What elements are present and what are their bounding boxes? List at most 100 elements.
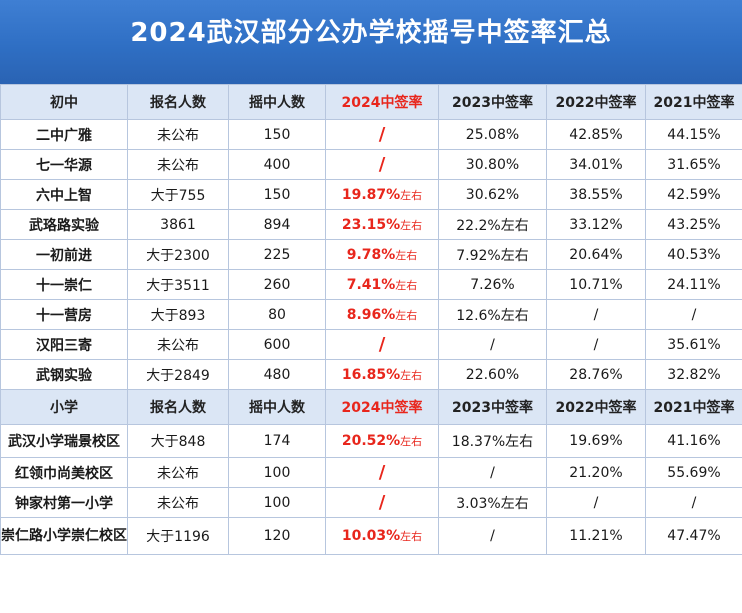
drawn-cell: 100 (228, 457, 326, 488)
rate-2021-header: 2021中签率 (645, 389, 742, 425)
rate-2024-header: 2024中签率 (325, 84, 439, 120)
title-banner: 2024武汉部分公办学校摇号中签率汇总 (0, 0, 742, 84)
table-row: 崇仁路小学崇仁校区 大于1196 120 10.03%左右/11.21% 47.47% (0, 517, 742, 555)
rate-2023-cell: 7.92%左右 (438, 239, 547, 270)
rate-2024-value: 9.78% (346, 246, 396, 263)
rate-2024-value: / (378, 334, 386, 355)
table-row: 汉阳三寄 未公布 600///35.61% (0, 329, 742, 360)
section-header: 小学 (0, 389, 128, 425)
rate-2022-cell: 42.85% (546, 119, 646, 150)
rate-2024-cell: 19.87%左右 (325, 179, 439, 210)
drawn-cell: 894 (228, 209, 326, 240)
applicants-cell: 未公布 (127, 119, 229, 150)
rate-2022-cell: 33.12% (546, 209, 646, 240)
rate-2024-cell: 9.78%左右 (325, 239, 439, 270)
rate-2024-cell: / (325, 487, 439, 518)
table-row: 武汉小学瑞景校区 大于848 174 20.52%左右 18.37%左右 19.69% 41… (0, 424, 742, 458)
drawn-cell: 600 (228, 329, 326, 360)
middle-header-row: 初中 报名人数 摇中人数 2024中签率 2023中签率 2022中签率 2021中签率 (0, 84, 742, 120)
table-row: 二中广雅 未公布 150 / 25.08% 42.85% 44.15% (0, 119, 742, 150)
table-row: 红领巾尚美校区 未公布 100//21.20% 55.69% (0, 457, 742, 488)
rate-2023-cell: 7.26% (438, 269, 547, 300)
rate-2022-cell: 20.64% (546, 239, 646, 270)
table-row: 武珞路实验 3861 894 23.15%左右 22.2%左右 33.12% 43.25% (0, 209, 742, 240)
applicants-cell: 大于2300 (127, 239, 229, 270)
rate-2023-cell: 22.60% (438, 359, 547, 390)
rate-2022-cell: 34.01% (546, 149, 646, 180)
rate-2023-cell: 18.37%左右 (438, 424, 547, 458)
rate-2024-value: 23.15% (341, 216, 401, 233)
rate-2022-cell: 21.20% (546, 457, 646, 488)
rate-2021-cell: 32.82% (645, 359, 742, 390)
school-name-cell: 汉阳三寄 (0, 329, 128, 360)
drawn-header: 摇中人数 (228, 84, 326, 120)
school-name-cell: 钟家村第一小学 (0, 487, 128, 518)
rate-2021-cell: 31.65% (645, 149, 742, 180)
rate-2023-cell: 25.08% (438, 119, 547, 150)
drawn-cell: 174 (228, 424, 326, 458)
applicants-cell: 大于1196 (127, 517, 229, 555)
rate-2022-cell: 10.71% (546, 269, 646, 300)
rate-2024-cell: 20.52%左右 (325, 424, 439, 458)
table-row: 武钢实验 大于2849 480 16.85%左右 22.60% 28.76% 32.82% (0, 359, 742, 390)
table-row: 十一崇仁 大于3511 260 7.41%左右 7.26% 10.71% 24.11% (0, 269, 742, 300)
rate-2021-cell: 47.47% (645, 517, 742, 555)
school-name-cell: 二中广雅 (0, 119, 128, 150)
rate-2021-cell: 40.53% (645, 239, 742, 270)
rate-2023-cell: / (438, 517, 547, 555)
section-header: 初中 (0, 84, 128, 120)
rate-2024-suffix: 左右 (395, 278, 418, 292)
applicants-cell: 大于2849 (127, 359, 229, 390)
school-name-cell: 红领巾尚美校区 (0, 457, 128, 488)
school-name-cell: 武汉小学瑞景校区 (0, 424, 128, 458)
rate-2024-cell: / (325, 457, 439, 488)
rate-2022-cell: / (546, 299, 646, 330)
table-row: 六中上智 大于755 150 19.87%左右 30.62% 38.55% 42.59% (0, 179, 742, 210)
rate-2022-cell: 19.69% (546, 424, 646, 458)
page-title: 2024武汉部分公办学校摇号中签率汇总 (130, 18, 612, 48)
rate-2023-cell: 22.2%左右 (438, 209, 547, 240)
school-name-cell: 六中上智 (0, 179, 128, 210)
rate-2023-header: 2023中签率 (438, 389, 547, 425)
rate-2023-header: 2023中签率 (438, 84, 547, 120)
table-row: 钟家村第一小学 未公布 100/3.03%左右 / / (0, 487, 742, 518)
rate-2024-value: / (378, 124, 386, 145)
rate-2024-suffix: 左右 (395, 248, 418, 262)
rate-2024-value: / (378, 492, 386, 513)
applicants-header: 报名人数 (127, 389, 229, 425)
rate-2022-header: 2022中签率 (546, 389, 646, 425)
rate-2022-header: 2022中签率 (546, 84, 646, 120)
rate-2022-cell: 28.76% (546, 359, 646, 390)
drawn-cell: 260 (228, 269, 326, 300)
rate-2023-cell: 3.03%左右 (438, 487, 547, 518)
table-row: 十一营房 大于893 80 8.96%左右 12.6%左右 / / (0, 299, 742, 330)
rate-2022-cell: 38.55% (546, 179, 646, 210)
applicants-cell: 未公布 (127, 487, 229, 518)
drawn-cell: 150 (228, 119, 326, 150)
rate-2024-value: 8.96% (346, 306, 396, 323)
rate-2023-cell: 12.6%左右 (438, 299, 547, 330)
rate-2021-cell: / (645, 299, 742, 330)
drawn-cell: 225 (228, 239, 326, 270)
rate-2021-header: 2021中签率 (645, 84, 742, 120)
rate-2024-value: 20.52% (341, 433, 401, 449)
rate-2021-cell: 43.25% (645, 209, 742, 240)
school-name-cell: 武珞路实验 (0, 209, 128, 240)
rate-2023-cell: 30.80% (438, 149, 547, 180)
rate-2023-cell: / (438, 457, 547, 488)
rate-2022-cell: / (546, 329, 646, 360)
table-row: 一初前进 大于2300 225 9.78%左右 7.92%左右 20.64% 40.53% (0, 239, 742, 270)
applicants-cell: 大于893 (127, 299, 229, 330)
rate-2024-cell: 10.03%左右 (325, 517, 439, 555)
rate-2021-cell: 44.15% (645, 119, 742, 150)
school-name-cell: 十一崇仁 (0, 269, 128, 300)
rate-2024-value: 7.41% (346, 276, 396, 293)
rate-2021-cell: 35.61% (645, 329, 742, 360)
rate-2021-cell: 24.11% (645, 269, 742, 300)
rate-2024-header: 2024中签率 (325, 389, 439, 425)
drawn-cell: 150 (228, 179, 326, 210)
rate-2024-suffix: 左右 (400, 218, 423, 232)
primary-header-row: 小学 报名人数 摇中人数 2024中签率 2023中签率 2022中签率 2021中签率 (0, 389, 742, 425)
school-name-cell: 一初前进 (0, 239, 128, 270)
school-name-cell: 七一华源 (0, 149, 128, 180)
